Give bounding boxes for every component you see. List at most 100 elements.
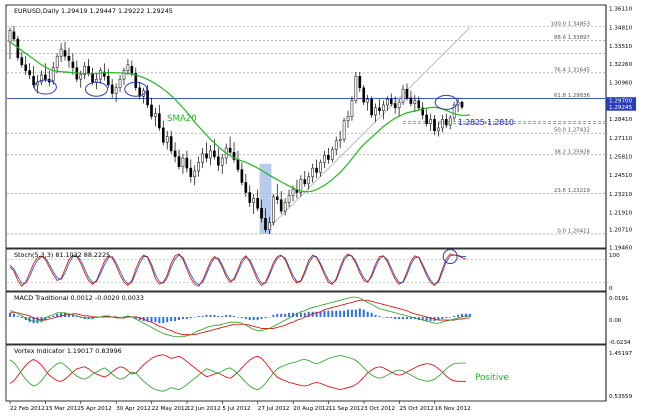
candle-body <box>40 74 43 83</box>
macd-bar <box>221 315 224 317</box>
candle-body <box>126 64 130 71</box>
price-tick: 1.23210 <box>609 192 633 198</box>
price-tick: 1.24510 <box>609 173 633 179</box>
candle-body <box>429 119 432 124</box>
price-tick: 1.27110 <box>609 136 633 142</box>
candle-body <box>114 87 118 94</box>
macd-bar <box>323 310 326 317</box>
macd-bar <box>295 312 298 317</box>
macd-bar <box>409 316 412 320</box>
macd-bar <box>166 316 169 323</box>
macd-bar <box>272 314 275 317</box>
macd-bar <box>425 316 428 322</box>
macd-bar <box>79 316 82 318</box>
candle-body <box>28 70 31 76</box>
candle-body <box>193 170 197 177</box>
macd-bar <box>174 316 177 322</box>
macd-bar <box>162 316 165 324</box>
candle-body <box>55 55 59 68</box>
macd-bar <box>28 316 31 323</box>
candle-body <box>366 98 369 103</box>
macd-bar <box>394 316 397 320</box>
candle-body <box>216 156 220 166</box>
macd-bar <box>280 313 283 317</box>
macd-bar <box>256 316 259 321</box>
price-fib-levels: 100.0 1.34853 88.6 1.33897 76.4 1.31645 61.… <box>7 21 605 234</box>
candle-body <box>51 67 55 81</box>
macd-bar <box>378 315 381 317</box>
price-tick: 1.19460 <box>609 246 633 252</box>
macd-bar <box>453 315 456 317</box>
candle-body <box>460 101 464 108</box>
date-tick: 27 Jul 2012 <box>258 406 290 412</box>
macd-bar <box>354 309 357 317</box>
candle-body <box>228 147 232 153</box>
macd-bar <box>398 316 401 320</box>
candle-body <box>252 197 256 203</box>
candle-body <box>287 195 291 203</box>
candle-body <box>158 113 161 129</box>
fib-label: 100.0 1.34853 <box>551 21 590 27</box>
date-tick: 30 Apr 2012 <box>116 406 151 412</box>
macd-bar <box>217 315 220 317</box>
macd-bar <box>170 316 173 322</box>
price-tick: 1.32260 <box>609 62 633 68</box>
date-tick: 16 Nov 2012 <box>435 406 471 412</box>
candle-body <box>389 98 393 104</box>
macd-bar <box>244 316 247 320</box>
macd-bar <box>126 315 129 317</box>
macd-bar <box>95 316 98 318</box>
candle-body <box>319 162 322 173</box>
price-tick: 1.34810 <box>609 25 633 31</box>
sma-label: SMA20 <box>167 114 197 124</box>
macd-bar <box>449 316 452 318</box>
candle-body <box>106 76 110 86</box>
macd-bar <box>331 310 334 317</box>
fib-label: 88.6 1.33897 <box>554 35 590 41</box>
macd-layer <box>9 296 471 338</box>
candle-body <box>260 208 263 219</box>
sma-layer <box>9 41 470 193</box>
candle-body <box>448 117 452 126</box>
stoch-tick-0: 0 <box>609 286 613 292</box>
vortex-tick-top: 1.45197 <box>609 351 633 357</box>
candle-body <box>378 107 381 111</box>
macd-bar <box>327 310 330 317</box>
candle-body <box>268 222 271 231</box>
candle-body <box>213 150 216 157</box>
candle-body <box>315 167 318 173</box>
macd-bar <box>75 315 78 317</box>
macd-bar <box>347 309 350 317</box>
candle-body <box>307 176 311 185</box>
macd-bar <box>445 316 448 318</box>
candle-body <box>44 74 47 80</box>
macd-bar <box>71 314 74 317</box>
candle-body <box>154 113 157 117</box>
candle-body <box>197 162 200 172</box>
current-price-label: 1.29245 <box>609 105 633 111</box>
fib-label: 76.4 1.31645 <box>554 67 590 73</box>
macd-bar <box>307 311 310 317</box>
price-marker <box>606 103 636 111</box>
macd-bar <box>350 309 353 317</box>
candle-body <box>401 88 405 103</box>
macd-signal-line <box>10 299 470 336</box>
stoch-main-line <box>9 253 467 287</box>
candle-body <box>279 199 283 212</box>
candle-body <box>413 100 417 104</box>
candle-body <box>59 48 63 57</box>
candle-body <box>358 76 362 89</box>
candle-body <box>409 97 413 104</box>
date-tick: 12 Jun 2012 <box>187 406 221 412</box>
vortex-plus-line <box>9 354 466 392</box>
candle-body <box>444 119 448 126</box>
macd-bar <box>178 316 181 321</box>
vortex-title: Vortex Indicator 1.19017 0.83996 <box>14 347 122 355</box>
macd-bar <box>311 311 314 317</box>
date-axis: 22 Feb 2012 15 Mar 2012 5 Apr 2012 30 Apr 2… <box>9 401 471 412</box>
macd-bar <box>44 316 47 321</box>
stoch-title: Stoch(5,3,3) 81.1032 88.2225 <box>14 251 110 259</box>
date-tick: 22 May 2012 <box>152 406 188 412</box>
macd-bar <box>315 311 318 317</box>
